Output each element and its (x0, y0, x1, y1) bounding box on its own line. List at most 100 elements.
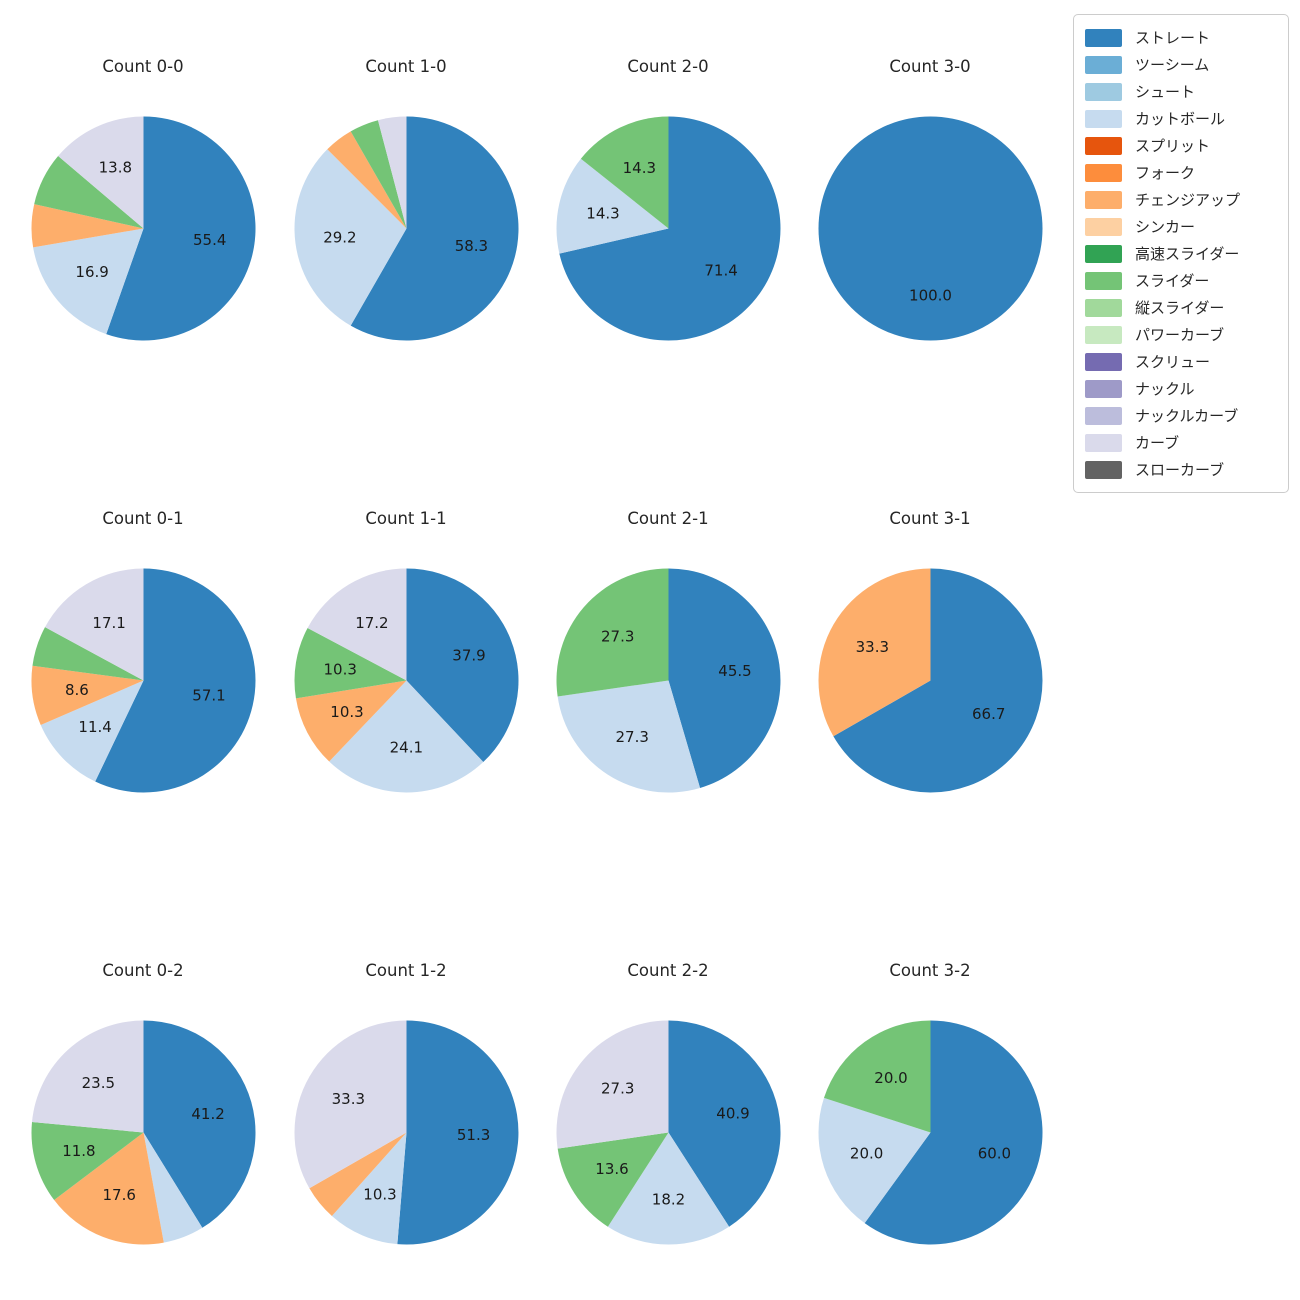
pie-chart-count-1-0: Count 1-0 58.3 29.2 (275, 56, 538, 345)
pie-chart-count-2-1: Count 2-1 45.5 27.3 27.3 (537, 508, 800, 797)
legend-swatch-icon (1085, 460, 1122, 479)
pie-slice-スライダー (33, 156, 143, 229)
legend-swatch-icon (1085, 352, 1122, 371)
slice-percentage-label: 20.0 (849, 1144, 882, 1162)
pie-slice-カットボール (607, 1132, 729, 1245)
legend-item: スローカーブ (1085, 456, 1281, 483)
legend-swatch-icon (1085, 136, 1122, 155)
legend-label: カーブ (1135, 434, 1180, 452)
pie-slice-スライダー (555, 568, 668, 697)
legend-swatch-icon (1085, 433, 1122, 452)
legend-label: ナックルカーブ (1135, 407, 1239, 425)
legend-item: ナックル (1085, 375, 1281, 402)
slice-percentage-label: 37.9 (452, 647, 485, 665)
slice-percentage-label: 17.2 (355, 614, 388, 632)
legend-label: スライダー (1135, 272, 1210, 290)
legend-label: 縦スライダー (1135, 299, 1225, 317)
slice-percentage-label: 17.1 (92, 614, 125, 632)
slice-percentage-label: 33.3 (331, 1090, 364, 1108)
slice-percentage-label: 17.6 (102, 1186, 135, 1204)
legend-label: ツーシーム (1135, 56, 1210, 74)
legend-label: スプリット (1135, 137, 1211, 155)
pie-slice-チェンジアップ (308, 1132, 406, 1217)
pie-slice-ストレート (832, 568, 1042, 793)
slice-percentage-label: 10.3 (323, 661, 356, 679)
pie-slice-カーブ (57, 116, 143, 229)
legend-label: パワーカーブ (1135, 326, 1225, 344)
pie-slice-ストレート (558, 116, 780, 341)
chart-title: Count 0-0 (102, 57, 184, 76)
chart-title: Count 2-0 (627, 57, 709, 76)
legend-label: 高速スライダー (1135, 245, 1240, 263)
chart-title: Count 2-2 (627, 961, 709, 980)
slice-percentage-label: 100.0 (909, 287, 952, 305)
pie-slice-カーブ (31, 1020, 143, 1133)
legend-item: カットボール (1085, 105, 1281, 132)
slice-percentage-label: 33.3 (855, 638, 888, 656)
slice-percentage-label: 27.3 (615, 728, 648, 746)
legend-item: 縦スライダー (1085, 294, 1281, 321)
legend-swatch-icon (1085, 244, 1122, 263)
legend-item: シュート (1085, 78, 1281, 105)
pie-slice-ストレート (818, 116, 1042, 341)
pie-slice-チェンジアップ (326, 131, 406, 229)
pie-slice-カットボール (328, 680, 483, 793)
pie: 37.9 24.1 10.3 10.3 17.2 (294, 568, 518, 793)
pie-chart-count-3-1: Count 3-1 66.7 33.3 (799, 508, 1062, 797)
legend-label: チェンジアップ (1135, 191, 1241, 209)
legend-swatch-icon (1085, 217, 1122, 236)
legend-swatch-icon (1085, 28, 1122, 47)
pie-slice-カットボール (32, 228, 143, 335)
pie-slice-スライダー (557, 1132, 668, 1227)
chart-title: Count 3-1 (889, 509, 971, 528)
legend-swatch-icon (1085, 55, 1122, 74)
pie-slice-スライダー (294, 628, 406, 699)
pie-slice-スライダー (823, 1020, 930, 1133)
legend-label: スクリュー (1135, 353, 1211, 371)
pie-slice-チェンジアップ (30, 665, 143, 725)
chart-title: Count 0-2 (102, 961, 184, 980)
slice-percentage-label: 18.2 (651, 1191, 684, 1209)
pie-slice-チェンジアップ (31, 204, 143, 248)
legend-item: スライダー (1085, 267, 1281, 294)
slice-percentage-label: 60.0 (977, 1144, 1010, 1162)
chart-title: Count 1-2 (365, 961, 447, 980)
pie-slice-チェンジアップ (295, 680, 406, 762)
pie-slice-カーブ (44, 568, 143, 681)
slice-percentage-label: 11.4 (78, 718, 111, 736)
legend-swatch-icon (1085, 109, 1122, 128)
slice-percentage-label: 11.8 (62, 1142, 95, 1160)
slice-percentage-label: 40.9 (716, 1105, 749, 1123)
legend-item: スクリュー (1085, 348, 1281, 375)
pie: 45.5 27.3 27.3 (555, 568, 780, 793)
pie: 60.0 20.0 20.0 (817, 1020, 1043, 1245)
chart-title: Count 3-0 (889, 57, 971, 76)
pie-slice-ストレート (864, 1020, 1043, 1245)
pie-slice-カットボール (331, 1132, 406, 1245)
pie: 41.2 17.6 11.8 23.5 (31, 1020, 255, 1245)
slice-percentage-label: 27.3 (600, 628, 633, 646)
pie-chart-count-2-2: Count 2-2 40.9 18.2 13.6 27.3 (537, 960, 800, 1249)
chart-title: Count 2-1 (627, 509, 709, 528)
slice-percentage-label: 10.3 (330, 703, 363, 721)
pie-slice-スライダー (31, 1121, 143, 1201)
pie-slice-ストレート (396, 1020, 518, 1245)
slice-percentage-label: 55.4 (192, 231, 225, 249)
pie-slice-スライダー (31, 627, 143, 681)
pie-slice-カットボール (40, 680, 143, 782)
pie-slice-ストレート (105, 116, 256, 341)
pie: 100.0 (818, 116, 1042, 341)
legend-swatch-icon (1085, 325, 1122, 344)
pie-chart-count-2-0: Count 2-0 71.4 14.3 14.3 (537, 56, 800, 345)
pie-chart-count-1-2: Count 1-2 51.3 10.3 33.3 (275, 960, 538, 1249)
pie-slice-カットボール (293, 149, 406, 326)
slice-percentage-label: 13.6 (595, 1160, 628, 1178)
slice-percentage-label: 27.3 (600, 1080, 633, 1098)
pie: 57.1 11.4 8.6 17.1 (30, 568, 256, 793)
pie: 66.7 33.3 (818, 568, 1042, 793)
legend-label: シンカー (1135, 218, 1196, 236)
pie-slice-カーブ (294, 1020, 406, 1189)
legend-swatch-icon (1085, 406, 1122, 425)
legend-swatch-icon (1085, 271, 1122, 290)
